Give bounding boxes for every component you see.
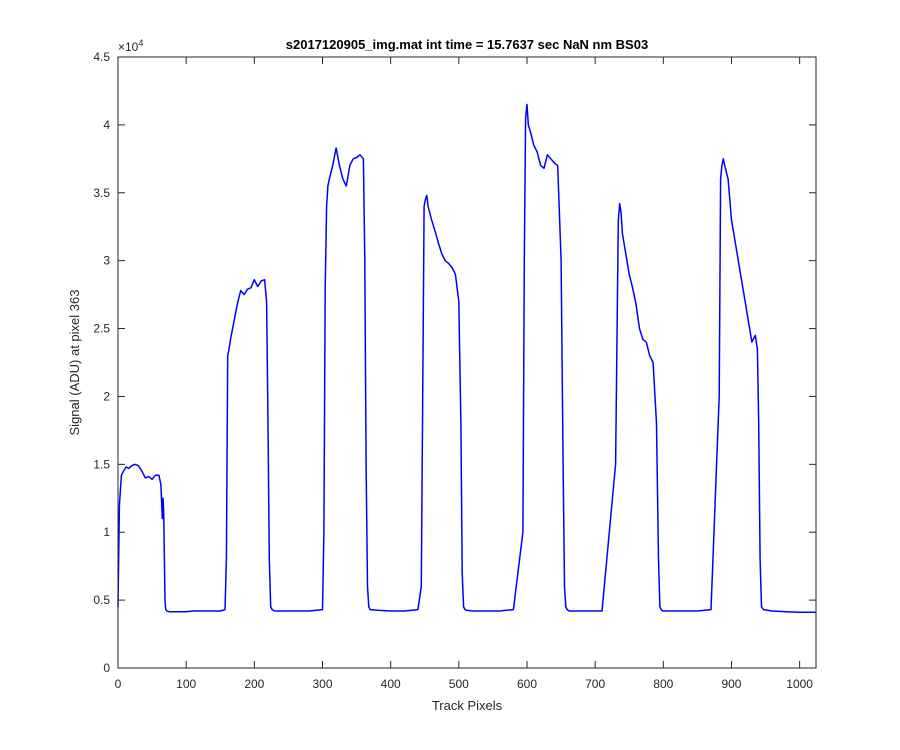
y-tick-label-20000: 2 (103, 389, 110, 403)
x-tick-label-900: 900 (721, 677, 741, 691)
y-tick-label-30000: 3 (103, 254, 110, 268)
x-tick-label-600: 600 (517, 677, 537, 691)
y-axis-exponent: ×104 (118, 38, 143, 54)
x-tick-label-800: 800 (653, 677, 673, 691)
y-tick-label-40000: 4 (103, 118, 110, 132)
x-tick-label-500: 500 (449, 677, 469, 691)
tick-layer: 0 100 200 300 400 500 600 700 800 900 1000 0 0.5 1 1.5… (93, 50, 816, 691)
x-tick-label-700: 700 (585, 677, 605, 691)
y-tick-label-10000: 1 (103, 525, 110, 539)
x-tick-label-400: 400 (381, 677, 401, 691)
x-tick-label-300: 300 (312, 677, 332, 691)
x-tick-label-1000: 1000 (786, 677, 813, 691)
series-line-1 (117, 103, 816, 614)
plot-area-border (117, 56, 817, 669)
x-tick-label-100: 100 (176, 677, 196, 691)
chart-title: s2017120905_img.mat int time = 15.7637 s… (286, 37, 648, 52)
y-tick-label-0: 0 (103, 661, 110, 675)
y-tick-label-45000: 4.5 (93, 50, 110, 64)
data-layer (117, 103, 816, 614)
plot-area-background (118, 57, 816, 668)
x-axis-label: Track Pixels (432, 698, 503, 713)
y-tick-label-15000: 1.5 (93, 457, 110, 471)
y-tick-label-25000: 2.5 (93, 322, 110, 336)
x-tick-label-200: 200 (244, 677, 264, 691)
y-axis-label: Signal (ADU) at pixel 363 (67, 290, 82, 436)
y-tick-label-35000: 3.5 (93, 186, 110, 200)
y-tick-label-5000: 0.5 (93, 593, 110, 607)
y-axis-exponent-base: ×10 (118, 40, 139, 54)
y-axis-exponent-power: 4 (138, 38, 143, 48)
x-tick-label-0: 0 (115, 677, 122, 691)
